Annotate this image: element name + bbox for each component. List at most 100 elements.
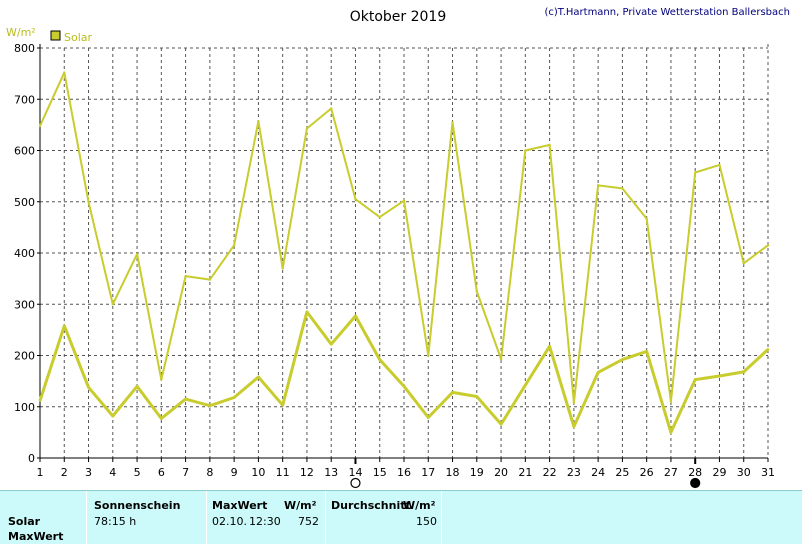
table-divider	[325, 491, 326, 544]
data-point-average	[402, 385, 406, 388]
data-point-max	[572, 401, 576, 404]
data-point-max	[596, 184, 600, 187]
data-point-max	[232, 244, 236, 247]
y-tick-label: 0	[28, 452, 35, 465]
data-point-average	[184, 397, 187, 401]
data-point-max	[135, 252, 139, 256]
y-tick-label: 500	[14, 196, 35, 209]
x-tick-label: 5	[134, 466, 141, 479]
data-point-average	[208, 404, 212, 407]
max-value: 752	[298, 515, 319, 528]
x-tick-label: 24	[591, 466, 605, 479]
x-tick-label: 8	[206, 466, 213, 479]
y-tick-label: 400	[14, 247, 35, 260]
y-axis: 0 100 200 300 400 500 600 700 800	[14, 42, 41, 465]
y-tick-label: 800	[14, 42, 35, 55]
header-average-unit: W/m²	[403, 499, 436, 512]
x-tick-label: 16	[397, 466, 411, 479]
data-point-max	[499, 357, 503, 361]
new-moon-icon	[690, 477, 701, 489]
x-tick-label: 26	[640, 466, 654, 479]
data-point-max	[548, 143, 551, 147]
data-point-average	[354, 314, 357, 318]
data-point-max	[742, 262, 745, 265]
x-tick-label: 6	[158, 466, 165, 479]
y-axis-unit: W/m²	[6, 26, 36, 39]
header-maxwert: MaxWert	[212, 499, 268, 512]
x-tick-label: 9	[231, 466, 238, 479]
data-point-average	[232, 396, 236, 399]
x-tick-label: 20	[494, 466, 508, 479]
max-time: 12:30	[249, 515, 281, 528]
data-point-average	[669, 431, 673, 434]
row-label-maxwert: MaxWert	[8, 530, 64, 543]
data-point-average	[281, 404, 284, 407]
data-point-max	[111, 303, 115, 306]
y-tick-label: 300	[14, 298, 35, 311]
data-point-max	[38, 124, 42, 128]
legend-label: Solar	[64, 31, 93, 44]
data-point-max	[427, 354, 430, 357]
data-point-average	[621, 358, 624, 361]
sunshine-value: 78:15 h	[94, 515, 137, 528]
data-point-max	[645, 217, 648, 220]
data-point-average	[257, 375, 260, 379]
x-tick-label: 29	[712, 466, 726, 479]
y-tick-label: 600	[14, 145, 35, 158]
data-point-average	[330, 343, 333, 346]
x-tick-label: 4	[109, 466, 116, 479]
x-tick-label: 27	[664, 466, 678, 479]
data-point-average	[596, 371, 600, 374]
y-tick-label: 100	[14, 401, 35, 414]
x-tick-label: 14	[348, 466, 362, 479]
data-point-max	[63, 71, 66, 74]
table-divider	[86, 491, 87, 544]
data-point-average	[135, 385, 139, 388]
series-lines	[38, 71, 770, 434]
chart-title: Oktober 2019	[350, 9, 447, 25]
moon-phases	[350, 458, 701, 489]
data-point-average	[694, 378, 697, 381]
x-tick-label: 2	[61, 466, 68, 479]
row-label-solar: Solar	[8, 515, 41, 528]
header-average: Durchschnitt	[331, 499, 411, 512]
data-point-average	[111, 414, 115, 418]
data-point-average	[87, 386, 90, 389]
header-sunshine: Sonnenschein	[94, 499, 181, 512]
data-point-average	[475, 395, 478, 398]
data-point-average	[499, 422, 503, 426]
x-tick-label: 19	[470, 466, 484, 479]
x-tick-label: 18	[446, 466, 460, 479]
chart-credit: (c)T.Hartmann, Private Wetterstation Bal…	[544, 7, 790, 18]
data-point-max	[378, 215, 381, 219]
x-axis: 1 2 3 4 5 6 7 8 9 10 11 12 13 14 15 16 17 18 19 20 21 22 23 24 2…	[37, 457, 775, 479]
x-tick-label: 25	[615, 466, 629, 479]
data-point-max	[669, 400, 673, 403]
x-tick-label: 31	[761, 466, 775, 479]
data-point-max	[402, 199, 406, 202]
data-point-max	[330, 107, 333, 110]
x-tick-label: 10	[251, 466, 265, 479]
chart-area: Oktober 2019 (c)T.Hartmann, Private Wett…	[6, 7, 790, 489]
data-point-average	[427, 416, 430, 419]
data-point-max	[305, 127, 309, 130]
data-point-average	[572, 425, 576, 428]
data-point-max	[766, 244, 770, 247]
data-point-max	[694, 171, 697, 174]
data-point-max	[208, 278, 212, 281]
data-point-average	[63, 324, 66, 327]
x-tick-label: 3	[85, 466, 92, 479]
data-point-max	[87, 200, 90, 203]
summary-table: Solar MaxWert Sonnenschein 78:15 h MaxWe…	[0, 490, 802, 544]
data-point-max	[524, 149, 527, 152]
full-moon-icon	[350, 477, 361, 489]
table-divider	[206, 491, 207, 544]
y-tick-label: 700	[14, 93, 35, 106]
x-tick-label: 13	[324, 466, 338, 479]
x-tick-label: 15	[373, 466, 387, 479]
data-point-average	[718, 374, 721, 378]
data-point-average	[160, 417, 163, 420]
legend-swatch	[50, 30, 61, 41]
data-point-max	[281, 267, 284, 270]
data-point-average	[38, 399, 42, 402]
